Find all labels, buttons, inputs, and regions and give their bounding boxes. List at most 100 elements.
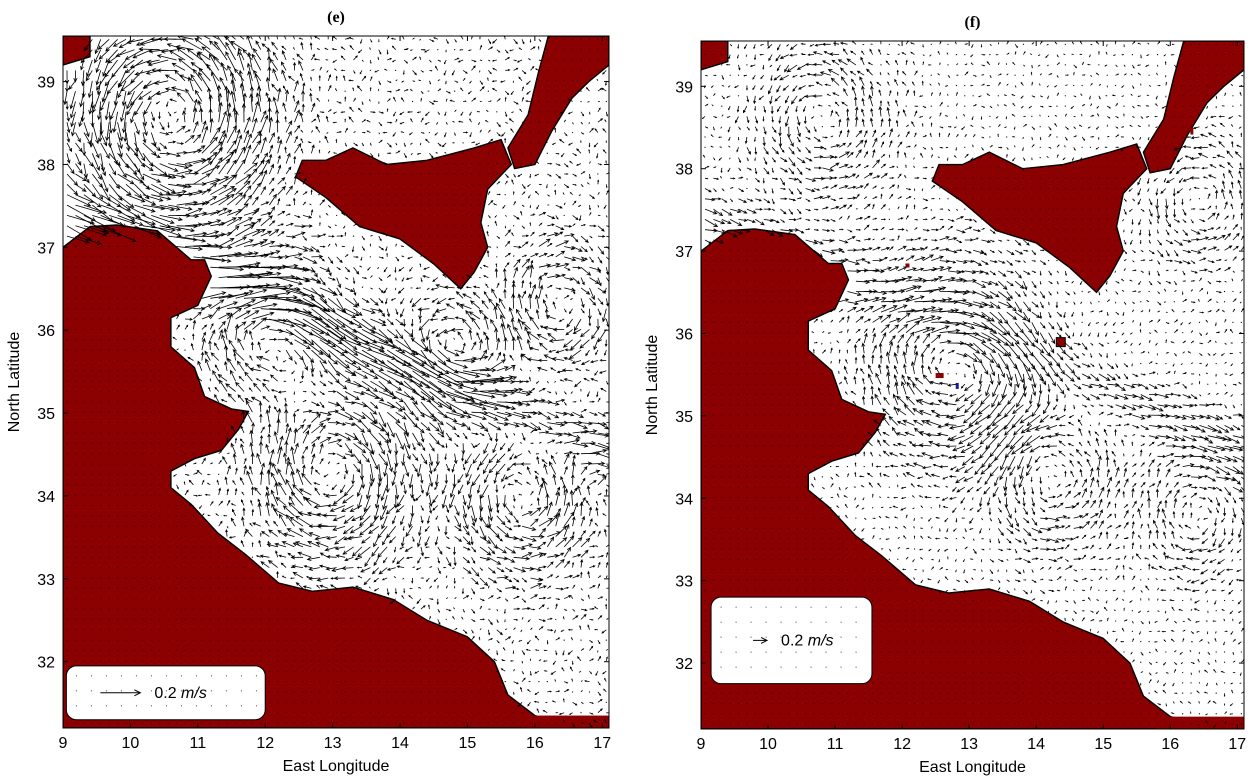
current-vector <box>395 118 398 123</box>
current-vector <box>471 443 475 449</box>
current-vector <box>278 554 287 558</box>
current-vector <box>239 36 245 40</box>
current-vector <box>274 406 279 413</box>
land-grid-dot <box>134 287 135 289</box>
current-vector <box>124 49 144 60</box>
current-vector <box>424 556 430 559</box>
land-grid-dot <box>235 639 237 641</box>
land-grid-dot <box>100 246 102 247</box>
current-vector <box>231 425 236 434</box>
land-grid-dot <box>378 650 380 651</box>
land-grid-dot <box>412 712 413 714</box>
land-grid-dot <box>277 650 279 651</box>
current-vector <box>328 432 339 437</box>
current-vector <box>445 597 449 600</box>
vector-dot <box>729 74 731 76</box>
current-vector <box>449 99 455 102</box>
land-grid-dot <box>746 497 748 498</box>
land-grid-dot <box>437 639 439 641</box>
land-grid-dot <box>344 204 346 206</box>
land-grid-dot <box>310 681 312 683</box>
current-vector <box>197 360 203 371</box>
current-vector <box>215 36 228 50</box>
land-grid-dot <box>555 111 557 113</box>
current-vector <box>237 394 245 403</box>
land-grid-dot <box>428 660 430 662</box>
current-vector <box>269 220 276 227</box>
land-grid-dot <box>754 713 756 715</box>
land-grid-dot <box>184 598 186 600</box>
land-grid-dot <box>184 287 186 289</box>
land-grid-dot <box>395 163 397 165</box>
current-vector <box>193 472 199 475</box>
current-vector <box>210 462 214 465</box>
current-vector <box>336 266 342 271</box>
current-vector <box>425 138 430 144</box>
current-vector <box>410 142 413 145</box>
land-grid-dot <box>361 608 363 610</box>
current-vector <box>184 129 191 133</box>
current-vector <box>210 266 245 272</box>
land-grid-dot <box>462 701 464 703</box>
land-grid-dot <box>420 701 422 703</box>
current-vector <box>336 349 357 365</box>
land-grid-dot <box>395 691 397 693</box>
current-vector <box>112 111 118 134</box>
current-vector <box>457 474 464 484</box>
current-vector <box>412 606 415 610</box>
land-grid-dot <box>479 660 481 662</box>
land-grid-dot <box>763 332 765 334</box>
land-grid-dot <box>361 225 363 227</box>
land-grid-dot <box>66 401 68 403</box>
current-vector <box>597 650 599 653</box>
current-vector <box>378 453 389 467</box>
current-vector <box>65 101 69 111</box>
land-grid-dot <box>712 311 714 313</box>
current-vector <box>92 90 102 114</box>
current-vector <box>388 536 396 544</box>
land-grid-dot <box>471 194 472 196</box>
land-grid-dot <box>91 494 93 496</box>
land-grid-dot <box>530 111 531 113</box>
land-grid-dot <box>729 569 731 571</box>
current-vector <box>260 561 270 568</box>
land-grid-dot <box>729 589 731 591</box>
current-vector <box>336 432 352 441</box>
land-grid-dot <box>395 701 397 703</box>
current-vector <box>239 476 245 485</box>
land-grid-dot <box>319 681 321 683</box>
current-vector <box>281 50 287 61</box>
current-vector <box>363 494 371 513</box>
vector-dot <box>721 64 723 66</box>
current-vector <box>235 146 246 164</box>
current-vector <box>344 360 362 371</box>
land-grid-dot <box>294 691 295 693</box>
current-vector <box>543 649 548 652</box>
current-vector <box>471 608 476 614</box>
land-grid-dot <box>704 260 706 262</box>
current-vector <box>417 557 422 564</box>
current-vector <box>176 348 179 351</box>
current-vector <box>235 174 252 185</box>
land-grid-dot <box>403 173 405 175</box>
current-vector <box>356 566 363 569</box>
land-grid-dot <box>159 277 161 279</box>
current-vector <box>420 484 424 494</box>
current-vector <box>218 320 226 330</box>
land-grid-dot <box>142 391 144 392</box>
land-grid-dot <box>538 142 540 144</box>
current-vector <box>267 559 278 568</box>
land-grid-dot <box>437 670 439 672</box>
land-grid-dot <box>344 587 346 589</box>
land-grid-dot <box>75 339 76 341</box>
current-vector <box>198 71 211 92</box>
current-vector <box>188 479 194 486</box>
current-vector <box>327 99 330 102</box>
current-vector <box>311 277 322 284</box>
current-vector <box>403 142 406 148</box>
current-vector <box>387 90 393 93</box>
current-vector <box>357 49 363 54</box>
land-grid-dot <box>134 380 135 382</box>
current-vector <box>244 398 253 403</box>
current-vector <box>463 391 496 399</box>
